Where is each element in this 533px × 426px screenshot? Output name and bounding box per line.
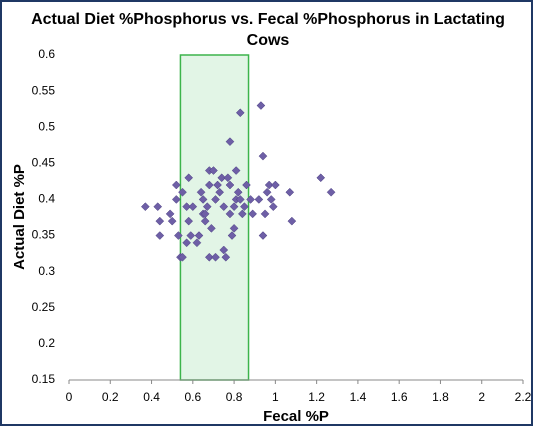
point bbox=[240, 202, 249, 212]
point bbox=[155, 216, 165, 226]
x-tick-label: 1.6 bbox=[391, 390, 408, 404]
point bbox=[225, 137, 235, 147]
y-tick-label: 0.6 bbox=[38, 47, 55, 61]
point bbox=[233, 187, 243, 197]
x-tick-label: 0.4 bbox=[143, 390, 160, 404]
point bbox=[215, 187, 224, 197]
x-tick-label: 0 bbox=[66, 390, 73, 404]
x-tick-label: 2.2 bbox=[515, 390, 532, 404]
point bbox=[200, 209, 210, 219]
point bbox=[196, 187, 206, 197]
x-tick-label: 0.2 bbox=[102, 390, 119, 404]
point bbox=[178, 252, 187, 262]
point bbox=[316, 173, 326, 183]
point bbox=[192, 238, 202, 248]
point bbox=[221, 252, 231, 262]
point bbox=[248, 209, 258, 219]
y-tick-label: 0.4 bbox=[38, 192, 55, 206]
point bbox=[268, 202, 278, 212]
point bbox=[153, 202, 163, 212]
point bbox=[227, 231, 237, 240]
point bbox=[178, 187, 187, 197]
point bbox=[219, 245, 229, 255]
point bbox=[141, 202, 150, 212]
point bbox=[211, 252, 220, 262]
y-tick-label: 0.45 bbox=[32, 156, 56, 170]
point bbox=[242, 180, 251, 190]
x-tick-label: 1.8 bbox=[432, 390, 449, 404]
point bbox=[229, 202, 239, 212]
y-axis-title: Actual Diet %P bbox=[11, 164, 28, 270]
chart-title: Actual Diet %Phosphorus vs. Fecal %Phosp… bbox=[31, 11, 505, 49]
point bbox=[155, 231, 165, 240]
point bbox=[258, 151, 268, 161]
point bbox=[209, 166, 218, 175]
point bbox=[258, 231, 268, 240]
point bbox=[211, 195, 220, 204]
point bbox=[204, 252, 214, 262]
point bbox=[237, 209, 247, 219]
y-tick-label: 0.35 bbox=[32, 228, 56, 242]
point bbox=[186, 231, 196, 240]
y-tick-label: 0.55 bbox=[32, 83, 56, 97]
point bbox=[200, 216, 210, 226]
point bbox=[285, 187, 295, 197]
point bbox=[254, 195, 264, 204]
point bbox=[260, 209, 270, 219]
point bbox=[188, 202, 198, 212]
highlight-band bbox=[179, 54, 250, 381]
point bbox=[219, 202, 229, 212]
x-tick-label: 1 bbox=[272, 390, 279, 404]
point bbox=[225, 180, 235, 190]
point bbox=[246, 195, 255, 204]
point bbox=[262, 187, 272, 197]
point bbox=[213, 180, 222, 190]
point bbox=[202, 202, 212, 212]
point bbox=[264, 180, 274, 190]
x-axis-title: Fecal %P bbox=[263, 408, 329, 425]
point bbox=[167, 216, 177, 226]
point bbox=[174, 231, 183, 240]
point bbox=[235, 108, 245, 118]
point bbox=[204, 180, 214, 190]
y-tick-label: 0.2 bbox=[38, 336, 55, 350]
point bbox=[225, 209, 235, 219]
point bbox=[171, 180, 181, 190]
y-tick-label: 0.5 bbox=[38, 119, 55, 133]
point bbox=[184, 173, 194, 183]
y-tick-label: 0.15 bbox=[32, 372, 56, 386]
point bbox=[194, 231, 204, 240]
point bbox=[326, 187, 336, 197]
x-tick-label: 1.2 bbox=[308, 390, 325, 404]
point bbox=[207, 223, 216, 233]
x-tick-label: 1.4 bbox=[350, 390, 367, 404]
point bbox=[198, 195, 208, 204]
point bbox=[271, 180, 280, 190]
point bbox=[217, 173, 227, 183]
y-tick-label: 0.3 bbox=[38, 264, 55, 278]
point bbox=[231, 166, 241, 175]
x-tick-label: 0.8 bbox=[226, 390, 243, 404]
x-tick-label: 2 bbox=[478, 390, 485, 404]
point bbox=[256, 101, 266, 110]
y-tick-label: 0.25 bbox=[32, 300, 56, 314]
point bbox=[266, 195, 276, 204]
point bbox=[235, 195, 245, 204]
point bbox=[171, 195, 181, 204]
point bbox=[223, 173, 233, 183]
point bbox=[182, 202, 191, 212]
point bbox=[182, 238, 191, 248]
point bbox=[287, 216, 297, 226]
x-tick-label: 0.6 bbox=[184, 390, 201, 404]
point bbox=[229, 223, 239, 233]
point bbox=[165, 209, 175, 219]
point bbox=[184, 216, 194, 226]
